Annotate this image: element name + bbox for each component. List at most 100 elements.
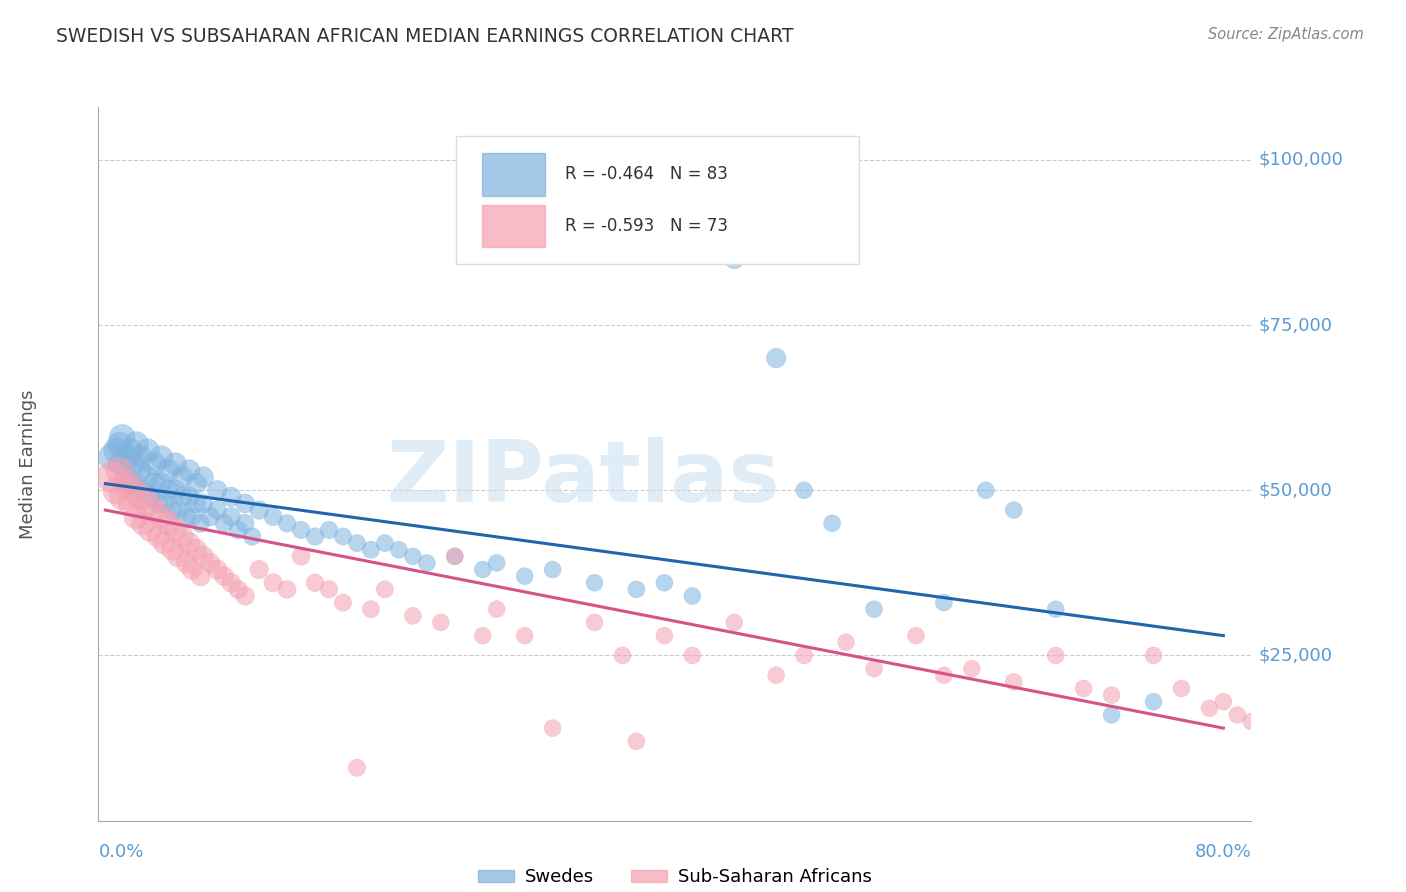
Point xyxy=(153,536,176,550)
Point xyxy=(1101,688,1123,702)
Point xyxy=(148,529,170,543)
Point xyxy=(176,509,198,524)
Point xyxy=(186,476,208,491)
Point xyxy=(212,569,235,583)
Point xyxy=(153,496,176,510)
Point xyxy=(193,496,215,510)
Text: ZIPatlas: ZIPatlas xyxy=(385,436,779,520)
Point xyxy=(932,596,955,610)
Point xyxy=(1142,648,1164,663)
Point xyxy=(148,496,170,510)
Point xyxy=(247,563,270,577)
Point xyxy=(139,490,162,504)
Point xyxy=(143,476,166,491)
Point xyxy=(136,496,159,510)
Point xyxy=(262,509,284,524)
Text: R = -0.593   N = 73: R = -0.593 N = 73 xyxy=(565,217,728,235)
Point xyxy=(162,542,184,557)
Point xyxy=(1142,695,1164,709)
Point xyxy=(212,516,235,531)
Point xyxy=(360,542,382,557)
Point xyxy=(172,529,194,543)
Point xyxy=(200,556,222,570)
Text: Median Earnings: Median Earnings xyxy=(20,389,37,539)
Point xyxy=(129,490,152,504)
Point xyxy=(157,463,180,477)
Point xyxy=(132,483,155,498)
Point xyxy=(765,668,787,682)
Point xyxy=(162,503,184,517)
Point xyxy=(179,490,201,504)
Point xyxy=(193,549,215,564)
Text: $50,000: $50,000 xyxy=(1258,482,1331,500)
Point xyxy=(863,662,886,676)
Point xyxy=(485,556,508,570)
Point xyxy=(120,496,142,510)
Point xyxy=(276,516,298,531)
Point xyxy=(374,536,396,550)
Point xyxy=(165,483,187,498)
Text: Source: ZipAtlas.com: Source: ZipAtlas.com xyxy=(1208,27,1364,42)
Point xyxy=(612,648,634,663)
Point xyxy=(200,509,222,524)
Point xyxy=(186,542,208,557)
Point xyxy=(240,529,263,543)
Point xyxy=(290,549,312,564)
Point xyxy=(1170,681,1192,696)
Point xyxy=(111,490,134,504)
Point xyxy=(513,569,536,583)
FancyBboxPatch shape xyxy=(456,136,859,264)
Point xyxy=(471,629,494,643)
Point xyxy=(1073,681,1095,696)
Point xyxy=(136,443,159,458)
Point xyxy=(1002,503,1025,517)
Point xyxy=(190,569,212,583)
Text: R = -0.464   N = 83: R = -0.464 N = 83 xyxy=(565,166,728,184)
Point xyxy=(167,549,190,564)
Point xyxy=(471,563,494,577)
Point xyxy=(205,483,228,498)
Text: 0.0%: 0.0% xyxy=(98,843,143,861)
Point xyxy=(402,608,425,623)
Point xyxy=(443,549,465,564)
Point xyxy=(115,450,138,465)
Point xyxy=(136,470,159,484)
Point xyxy=(835,635,858,649)
Point xyxy=(583,615,606,630)
Point xyxy=(1240,714,1263,729)
Point xyxy=(125,437,148,451)
Text: SWEDISH VS SUBSAHARAN AFRICAN MEDIAN EARNINGS CORRELATION CHART: SWEDISH VS SUBSAHARAN AFRICAN MEDIAN EAR… xyxy=(56,27,794,45)
Point xyxy=(332,596,354,610)
Point xyxy=(190,516,212,531)
Point xyxy=(346,536,368,550)
Point xyxy=(233,516,256,531)
Point xyxy=(157,483,180,498)
Point xyxy=(793,648,815,663)
Point xyxy=(1226,707,1249,722)
Point xyxy=(143,457,166,471)
Point xyxy=(219,575,242,590)
Point xyxy=(1045,648,1067,663)
Point xyxy=(360,602,382,616)
Text: $75,000: $75,000 xyxy=(1258,316,1333,334)
Point xyxy=(821,516,844,531)
Point xyxy=(513,629,536,643)
Point xyxy=(219,490,242,504)
Point xyxy=(793,483,815,498)
Point xyxy=(132,516,155,531)
Point xyxy=(626,582,648,597)
Point xyxy=(143,503,166,517)
Point xyxy=(681,589,703,603)
Point xyxy=(205,563,228,577)
Point xyxy=(108,463,131,477)
Point xyxy=(181,563,204,577)
Point xyxy=(226,523,249,537)
FancyBboxPatch shape xyxy=(482,205,544,247)
Point xyxy=(233,589,256,603)
Point xyxy=(167,503,190,517)
Point xyxy=(115,476,138,491)
Point xyxy=(176,556,198,570)
Point xyxy=(974,483,997,498)
Point xyxy=(723,252,745,266)
Point xyxy=(179,463,201,477)
